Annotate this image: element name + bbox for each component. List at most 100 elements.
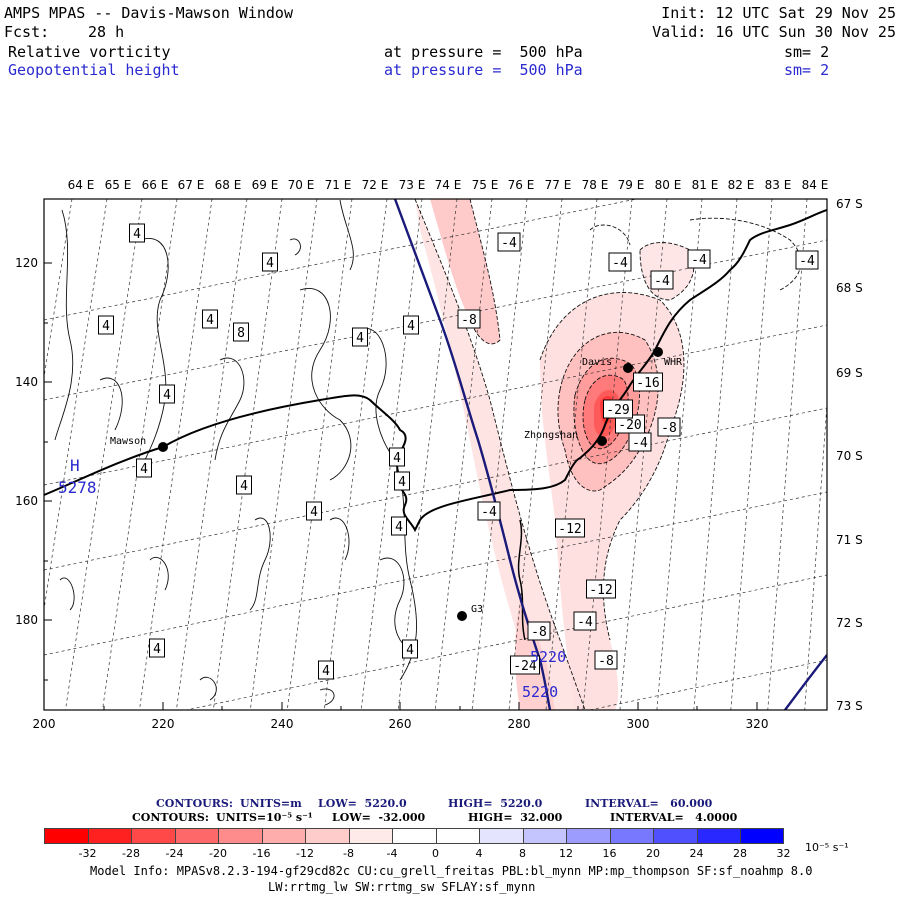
colorbar-label: 12 (559, 847, 573, 860)
field2-name: Geopotential height (8, 61, 180, 79)
contour-label-box (352, 327, 368, 347)
contour-label: -4 (501, 236, 517, 251)
field1-pressure: at pressure = 500 hPa (384, 43, 583, 61)
contour-label: 4 (140, 462, 148, 477)
contour-label: -4 (481, 505, 497, 520)
x-axis-labels: 200 220 240 260 280 300 320 (33, 717, 769, 731)
contour-label-box (202, 309, 218, 329)
station-name-zhongshan: Zhongshan (524, 430, 578, 441)
contour-label-box (159, 384, 175, 404)
contour-label-box (403, 315, 419, 335)
station-names: Mawson Davis WHR Zhongshan G3 (110, 357, 683, 615)
colorbar-label: 8 (519, 847, 526, 860)
height-label-1: 5220 (530, 648, 566, 666)
contour-label: -12 (558, 522, 581, 537)
legend-line2-low: LOW= -32.000 (332, 811, 426, 824)
contour-label-box (233, 322, 249, 342)
contour-label: 4 (163, 388, 171, 403)
contour-label-box (687, 249, 711, 269)
contour-label: -4 (632, 436, 648, 451)
contour-label: 4 (153, 642, 161, 657)
contour-label: 4 (206, 313, 214, 328)
contour-label-box (402, 639, 418, 659)
colorbar-label: 16 (602, 847, 617, 860)
y-axis-labels: 120 140 160 180 (15, 256, 38, 627)
high-pressure-letter: H (70, 456, 80, 475)
colorbar-label: -16 (252, 847, 271, 860)
legend-line2-high: HIGH= 32.000 (468, 811, 563, 824)
station-dot-davis (623, 363, 633, 373)
contour-label: 4 (406, 643, 414, 658)
contour-label: 4 (356, 331, 364, 346)
svg-text:260: 260 (389, 717, 412, 731)
colorbar-label: 20 (646, 847, 660, 860)
app-title: AMPS MPAS -- Davis-Mawson Window (4, 4, 293, 22)
forecast-hour: 28 h (88, 23, 125, 41)
colorbar-swatch (609, 828, 653, 844)
contour-label: -8 (661, 421, 677, 436)
contour-label: -12 (589, 583, 612, 598)
colorbar-label: 32 (776, 847, 791, 860)
field1-smoothing: sm= 2 (784, 43, 830, 61)
contour-label: 4 (398, 475, 406, 490)
contour-label: -20 (618, 418, 641, 433)
colorbar-label: 24 (689, 847, 704, 860)
svg-text:74 E: 74 E (435, 178, 462, 192)
plot-frame (43, 198, 828, 711)
svg-text:200: 200 (33, 717, 56, 731)
colorbar-swatch (305, 828, 349, 844)
legend-line1-interval: INTERVAL= 60.000 (585, 797, 713, 810)
station-dot-mawson (158, 442, 168, 452)
contour-label-box (586, 579, 616, 599)
station-dot-zhongshan (597, 436, 607, 446)
svg-text:80 E: 80 E (655, 178, 682, 192)
field2-smoothing: sm= 2 (784, 61, 830, 79)
colorbar-swatch (653, 828, 697, 844)
coastline (44, 209, 827, 533)
station-markers (158, 347, 663, 621)
svg-text:69 E: 69 E (252, 178, 279, 192)
contour-label-box (510, 655, 540, 675)
contour-label-box (98, 315, 114, 335)
contour-label-box (497, 232, 521, 252)
svg-text:68 E: 68 E (215, 178, 242, 192)
contour-label-box (391, 516, 407, 536)
svg-text:69 S: 69 S (836, 366, 863, 380)
svg-text:67 S: 67 S (836, 197, 863, 211)
colorbar-label: -20 (209, 847, 227, 860)
contour-label-box (129, 223, 145, 243)
colorbar-swatch (522, 828, 566, 844)
contour-label-box (608, 252, 632, 272)
contour-label-box (594, 650, 618, 670)
svg-text:77 E: 77 E (545, 178, 572, 192)
colorbar-swatch (174, 828, 218, 844)
vorticity-contours (54, 199, 417, 706)
legend-line1-low: LOW= 5220.0 (318, 797, 407, 810)
colorbar-swatch (131, 828, 175, 844)
contour-label-box (318, 660, 334, 680)
contour-label-box (628, 432, 652, 452)
svg-text:65 E: 65 E (105, 178, 132, 192)
colorbar-label: 28 (733, 847, 747, 860)
colorbar-label: 4 (475, 847, 483, 860)
colorbar-swatch (566, 828, 610, 844)
contour-label-box (555, 518, 585, 538)
contour-label-box (573, 611, 597, 631)
svg-text:140: 140 (15, 375, 38, 389)
model-info-line1: Model Info: MPASv8.2.3-194-gf29cd82c CU:… (90, 864, 813, 878)
svg-text:300: 300 (627, 717, 650, 731)
svg-text:81 E: 81 E (692, 178, 719, 192)
colorbar-swatch (87, 828, 131, 844)
field1-name: Relative vorticity (8, 43, 171, 61)
colorbar-swatch (261, 828, 305, 844)
station-name-g3: G3 (471, 604, 483, 615)
valid-time: Valid: 16 UTC Sun 30 Nov 25 (652, 23, 896, 41)
colorbar-label: -28 (122, 847, 140, 860)
contour-label-box (149, 638, 165, 658)
contour-label: 4 (407, 319, 415, 334)
contour-label: -16 (636, 376, 659, 391)
contour-label-box (657, 417, 681, 437)
contour-label-box (650, 270, 674, 290)
